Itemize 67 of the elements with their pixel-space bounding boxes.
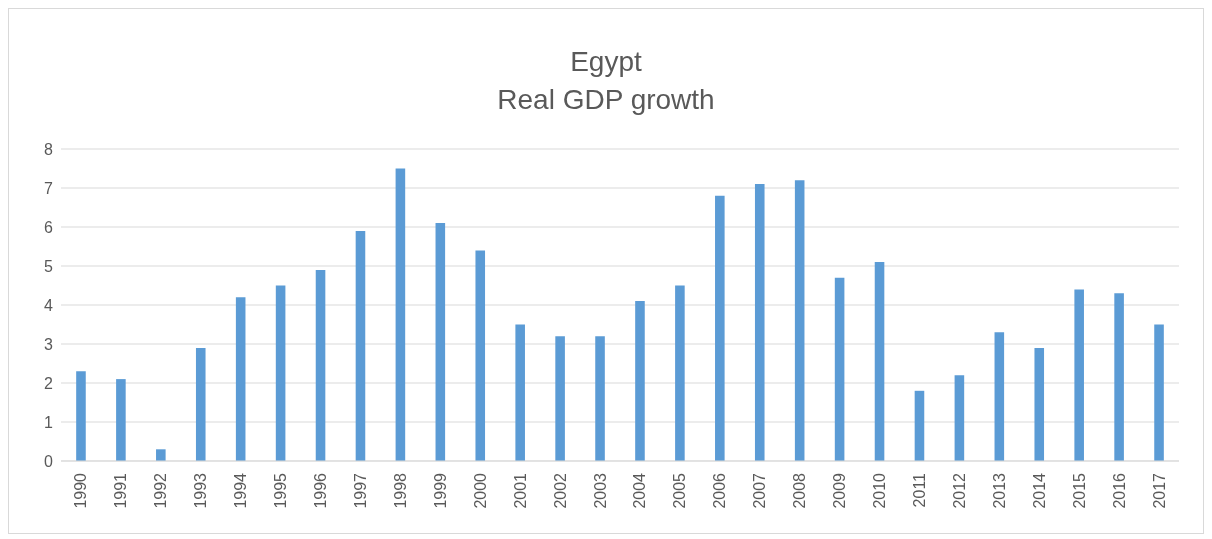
x-tick-label: 1991 [112, 472, 130, 509]
chart-subtitle: Real GDP growth [497, 83, 715, 117]
x-tick-label: 2016 [1110, 472, 1128, 509]
y-tick-label: 7 [44, 179, 54, 197]
x-tick-label: 2003 [591, 472, 609, 509]
x-tick-label: 2010 [871, 472, 889, 509]
y-tick-label: 1 [44, 413, 54, 431]
x-tick-label: 1992 [152, 472, 170, 509]
bar [156, 449, 166, 461]
x-tick-label: 2007 [751, 472, 769, 509]
bar [874, 262, 885, 461]
bar [754, 184, 765, 461]
x-tick-label: 1999 [431, 472, 449, 509]
x-tick-label: 2000 [471, 472, 489, 509]
x-tick-label: 2013 [990, 472, 1008, 509]
x-tick-label: 2012 [950, 472, 968, 509]
x-tick-label: 2001 [511, 472, 529, 509]
bar [994, 332, 1005, 461]
bar [76, 371, 86, 461]
bar [1074, 289, 1084, 461]
bar [954, 375, 965, 461]
x-tick-label: 2004 [631, 472, 649, 509]
bar [275, 285, 286, 461]
y-tick-label: 2 [44, 374, 54, 392]
y-tick-label: 4 [44, 296, 54, 314]
x-tick-label: 2006 [711, 472, 729, 509]
bar [794, 180, 805, 461]
x-tick-label: 2015 [1070, 472, 1088, 509]
bar [834, 277, 845, 461]
x-tick-label: 2011 [910, 472, 928, 508]
y-tick-label: 8 [44, 140, 54, 158]
bar [355, 230, 366, 461]
x-tick-label: 2014 [1030, 472, 1048, 509]
x-tick-label: 2005 [671, 472, 689, 509]
x-tick-label: 1993 [192, 472, 210, 509]
bar [555, 336, 565, 461]
bar [116, 379, 126, 461]
x-tick-label: 1996 [312, 472, 330, 509]
bar [914, 390, 925, 461]
bar [1114, 293, 1124, 461]
y-tick-label: 3 [44, 335, 54, 353]
bar [235, 297, 246, 461]
y-tick-label: 0 [44, 452, 54, 470]
x-tick-label: 1994 [232, 472, 250, 509]
x-tick-label: 1990 [72, 472, 90, 509]
y-tick-label: 5 [44, 257, 54, 275]
x-tick-label: 2002 [551, 472, 569, 509]
bar [635, 301, 645, 461]
bar [1034, 347, 1045, 461]
x-tick-label: 2009 [831, 472, 849, 509]
x-tick-label: 1997 [351, 472, 369, 509]
bar [395, 168, 406, 461]
bar [515, 324, 525, 461]
x-tick-label: 2017 [1150, 472, 1168, 509]
bar [1154, 324, 1164, 461]
bar [675, 285, 685, 461]
x-tick-label: 1998 [391, 472, 409, 509]
bar [595, 336, 605, 461]
chart-title: Egypt [570, 45, 642, 79]
bar [195, 347, 206, 461]
bar [435, 223, 446, 461]
bar [475, 250, 486, 461]
x-tick-label: 1995 [272, 472, 290, 509]
bar [715, 195, 725, 461]
x-tick-label: 2008 [791, 472, 809, 509]
y-tick-label: 6 [44, 218, 54, 236]
bar [315, 269, 326, 461]
